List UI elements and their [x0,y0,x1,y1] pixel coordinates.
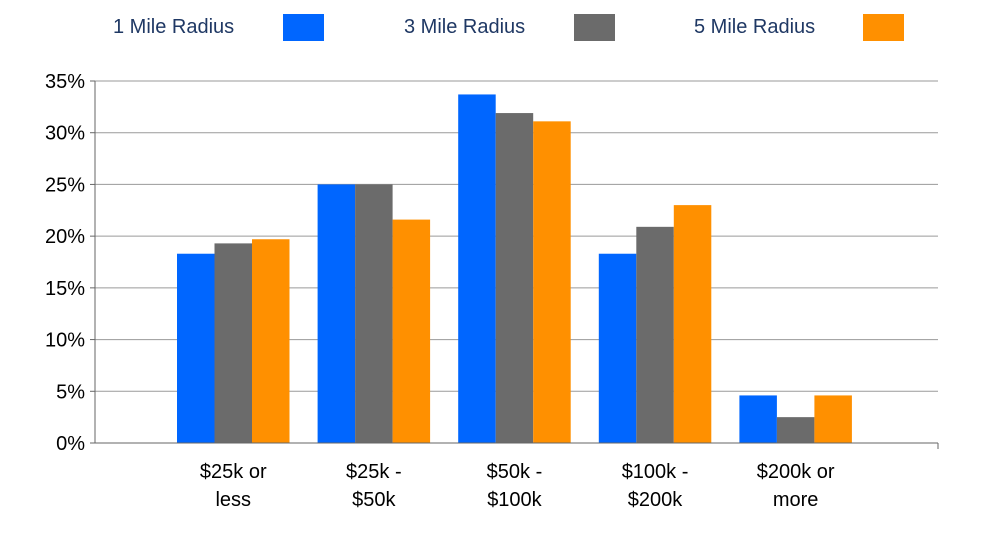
bars [177,94,852,444]
bar-series-1-cat-2 [317,184,356,443]
y-tick-label: 30% [45,123,85,145]
x-tick-label: $100k - [622,461,689,483]
y-tick-label: 15% [45,278,85,300]
bar-series-3-cat-5 [814,395,852,443]
x-tick-label: $100k [487,489,542,511]
legend-swatch-1 [283,14,324,41]
x-tick-label: $25k - [346,461,402,483]
y-axis-ticks: 0% 5% 10% 15% 20% 25% 30% 35% [45,71,95,455]
x-tick-label: less [215,489,251,511]
bar-series-2-cat-5 [776,417,815,443]
x-tick-label: more [773,489,819,511]
axes [94,81,939,449]
bar-series-3-cat-4 [673,205,712,443]
legend: 1 Mile Radius 3 Mile Radius 5 Mile Radius [113,14,904,41]
x-axis-labels: $25k or less $25k - $50k $50k - $100k $100k - $… [200,461,835,511]
y-tick-label: 10% [45,330,85,352]
bar-series-3-cat-2 [392,219,431,443]
x-tick-label: $50k - [487,461,543,483]
bar-series-2-cat-2 [355,184,393,443]
bar-series-1-cat-1 [177,253,215,443]
bar-series-1-cat-3 [458,94,496,444]
x-tick-label: $25k or [200,461,267,483]
y-tick-label: 5% [56,381,85,403]
bar-series-2-cat-4 [636,226,674,443]
legend-swatch-3 [863,14,904,41]
x-tick-label: $50k [352,489,396,511]
y-tick-label: 25% [45,174,85,196]
legend-label-2: 3 Mile Radius [404,16,525,38]
x-tick-label: $200k [628,489,683,511]
legend-label-3: 5 Mile Radius [694,16,815,38]
y-tick-label: 35% [45,71,85,93]
x-tick-label: $200k or [757,461,835,483]
bar-series-2-cat-1 [214,243,252,443]
bar-series-3-cat-1 [252,239,290,443]
bar-series-2-cat-3 [495,113,534,443]
legend-swatch-2 [574,14,615,41]
bar-series-1-cat-5 [739,395,777,443]
legend-label-1: 1 Mile Radius [113,16,234,38]
bar-series-1-cat-4 [598,253,637,443]
y-tick-label: 20% [45,226,85,248]
bar-series-3-cat-3 [533,121,571,443]
y-tick-label: 0% [56,433,85,455]
